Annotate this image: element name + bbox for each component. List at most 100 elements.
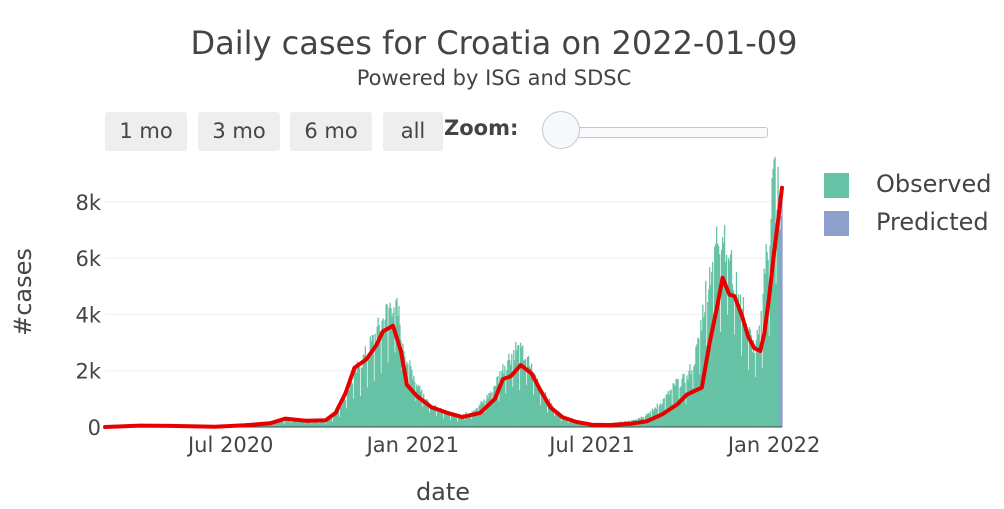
observed-bar (395, 300, 397, 427)
observed-bar (346, 393, 349, 427)
observed-bar (432, 406, 435, 427)
observed-bar (347, 390, 350, 427)
observed-bar (537, 387, 540, 427)
x-axis-title: date (416, 478, 470, 506)
observed-bar (364, 346, 366, 427)
observed-bar (748, 327, 750, 427)
observed-bar (536, 378, 539, 427)
observed-bar (301, 420, 303, 427)
observed-bar (515, 341, 517, 427)
range-button-all[interactable]: all (383, 112, 443, 151)
observed-bar (369, 336, 371, 427)
zoom-slider-handle[interactable] (542, 111, 580, 149)
observed-bar (388, 307, 390, 427)
observed-bar (360, 367, 362, 427)
observed-bar (519, 390, 521, 427)
predicted-bars (779, 196, 783, 427)
observed-bar (420, 391, 422, 427)
observed-bar (434, 405, 437, 427)
observed-bar (410, 366, 412, 427)
legend-swatch-observed (824, 173, 849, 198)
observed-bars (105, 156, 780, 428)
observed-bar (487, 397, 489, 427)
chart-subtitle: Powered by ISG and SDSC (356, 66, 632, 90)
observed-bar (717, 243, 719, 427)
observed-bar (374, 333, 376, 427)
observed-bar (468, 414, 470, 427)
observed-bar (294, 420, 296, 427)
observed-bar (695, 346, 697, 427)
observed-bar (467, 413, 469, 427)
observed-bar (472, 411, 474, 427)
observed-bar (277, 419, 279, 427)
observed-bar (380, 373, 382, 427)
trend-line (103, 185, 784, 429)
observed-bar (512, 386, 514, 427)
observed-bar (766, 251, 768, 427)
observed-bar (750, 335, 752, 427)
observed-bar (441, 409, 444, 427)
observed-bar (486, 394, 488, 427)
observed-bar (407, 364, 409, 427)
observed-bar (275, 420, 277, 427)
range-button-3-months[interactable]: 3 mo (198, 112, 280, 151)
observed-bar (452, 413, 455, 427)
observed-bar (329, 418, 331, 427)
observed-bar (413, 375, 415, 427)
observed-bar (777, 166, 779, 427)
observed-bar (422, 406, 424, 427)
observed-bar (298, 419, 300, 427)
observed-bar (527, 355, 530, 427)
observed-bar (398, 306, 400, 427)
observed-bar (518, 345, 520, 427)
observed-bar (764, 273, 766, 427)
observed-bar (507, 360, 509, 427)
observed-bar (522, 345, 524, 427)
observed-bar (353, 369, 356, 427)
observed-bar (379, 330, 381, 427)
observed-bar (530, 363, 533, 427)
legend-item-predicted[interactable]: Predicted (824, 208, 994, 237)
observed-bar (760, 310, 762, 427)
observed-bar (498, 401, 500, 427)
observed-bar (488, 392, 490, 427)
observed-bar (313, 420, 315, 427)
observed-bar (503, 373, 505, 427)
observed-bar (485, 400, 487, 427)
observed-bar (471, 411, 473, 427)
range-button-1-month[interactable]: 1 mo (105, 112, 187, 151)
observed-bar (567, 422, 569, 427)
observed-bar (350, 382, 353, 427)
observed-bar (385, 304, 387, 427)
observed-bar (325, 423, 327, 427)
observed-bar (391, 316, 393, 427)
observed-bar (740, 355, 743, 427)
observed-bar (511, 353, 513, 427)
legend-item-observed[interactable]: Observed (824, 170, 994, 199)
observed-bar (718, 254, 721, 427)
observed-bar (327, 419, 329, 427)
y-tick-label: 4k (75, 303, 101, 327)
observed-bar (698, 338, 700, 427)
observed-bar (743, 325, 746, 427)
observed-bar (555, 412, 557, 427)
observed-bar (557, 411, 559, 427)
observed-bar (539, 405, 542, 427)
observed-bar (744, 329, 747, 427)
observed-bar (768, 336, 770, 427)
observed-bar (721, 237, 724, 427)
observed-bar (278, 420, 280, 427)
observed-bar (445, 413, 448, 427)
y-tick-label: 0 (88, 416, 101, 440)
observed-bar (771, 178, 773, 427)
observed-bar (359, 396, 362, 427)
observed-bar (342, 397, 345, 427)
range-button-6-months[interactable]: 6 mo (290, 112, 372, 151)
y-tick-label: 8k (75, 191, 101, 215)
predicted-bar (779, 229, 781, 427)
observed-bar (402, 343, 404, 427)
observed-bar (455, 414, 458, 427)
observed-bar (469, 413, 471, 427)
observed-bar (409, 360, 411, 427)
legend-label-predicted: Predicted (876, 208, 989, 236)
